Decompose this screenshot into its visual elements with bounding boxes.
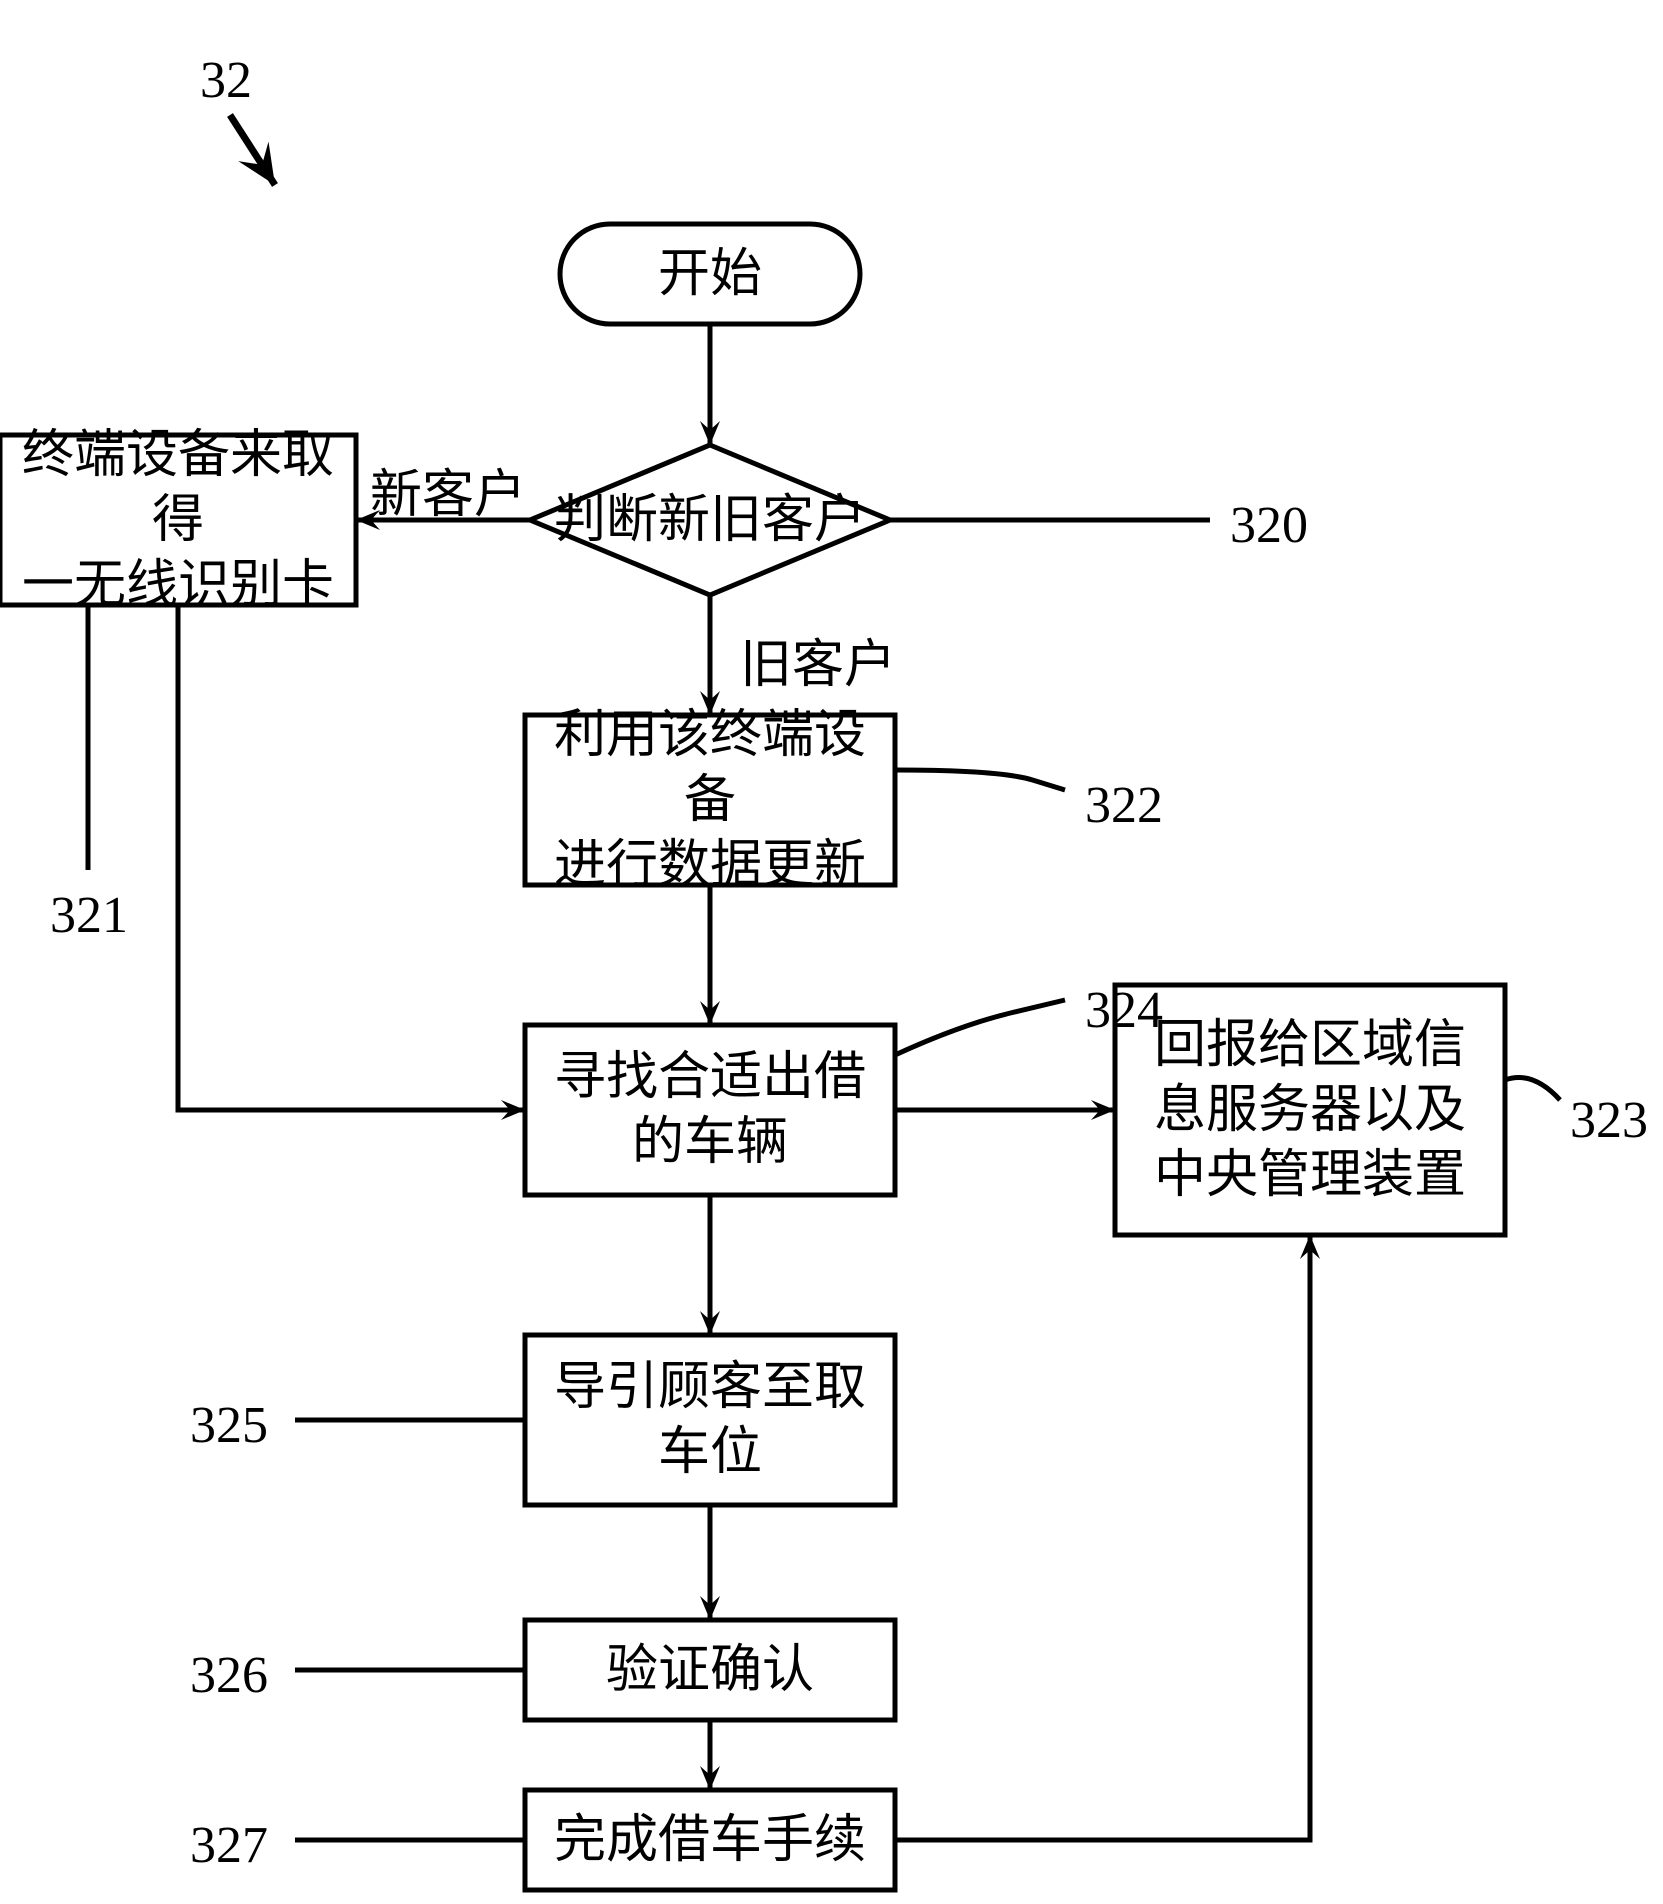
leader-c323 [1505,1078,1560,1101]
callout-c32: 32 [200,55,252,107]
callout-c321: 321 [50,890,128,942]
callout-c324: 324 [1085,985,1163,1037]
leader-c324 [895,1000,1065,1055]
node-text-n325: 导引顾客至取车位 [535,1355,885,1485]
node-text-n327: 完成借车手续 [535,1808,885,1873]
node-text-n323: 回报给区域信息服务器以及中央管理装置 [1125,1013,1495,1208]
edge-label-old_customer: 旧客户 [740,640,896,692]
node-text-n321: 终端设备来取得一无线识别卡 [10,423,346,618]
edge-4 [178,605,525,1110]
edge-9 [895,1235,1310,1840]
callout-c325: 325 [190,1400,268,1452]
callout-c323: 323 [1570,1095,1648,1147]
node-text-decision: 判断新旧客户 [540,488,880,553]
edge-label-new_customer: 新客户 [370,470,526,522]
callout-c322: 322 [1085,780,1163,832]
callout-c326: 326 [190,1650,268,1702]
callout-c320: 320 [1230,500,1308,552]
node-text-n324: 寻找合适出借的车辆 [535,1045,885,1175]
callout-arrowhead-c32 [238,142,275,185]
node-text-n326: 验证确认 [535,1638,885,1703]
callout-c327: 327 [190,1820,268,1872]
node-text-start: 开始 [570,242,850,307]
node-text-n322: 利用该终端设备进行数据更新 [535,703,885,898]
leader-c322 [895,770,1065,790]
